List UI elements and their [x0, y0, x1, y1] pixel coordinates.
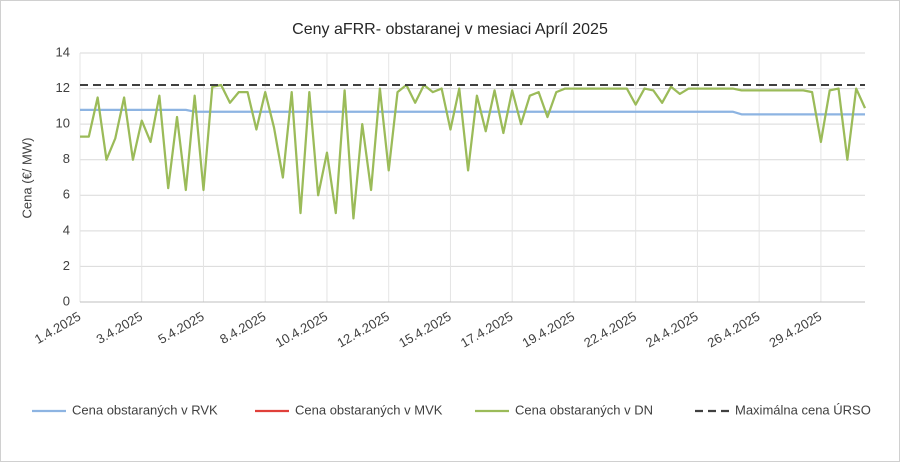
- legend-label: Cena obstaraných v DN: [515, 402, 653, 417]
- y-tick-label: 4: [63, 222, 70, 237]
- y-axis-label: Cena (€/ MW): [19, 138, 34, 219]
- series-line: [80, 83, 867, 220]
- legend-label: Maximálna cena ÚRSO: [735, 402, 871, 417]
- chart-title: Ceny aFRR- obstaranej v mesiaci Apríl 20…: [292, 21, 608, 38]
- y-tick-label: 6: [63, 187, 70, 202]
- y-tick-label: 0: [63, 293, 70, 308]
- legend-label: Cena obstaraných v MVK: [295, 402, 443, 417]
- y-tick-label: 14: [56, 44, 70, 59]
- legend-label: Cena obstaraných v RVK: [72, 402, 218, 417]
- y-tick-label: 10: [56, 116, 70, 131]
- y-tick-label: 2: [63, 258, 70, 273]
- y-tick-label: 8: [63, 151, 70, 166]
- y-tick-label: 12: [56, 80, 70, 95]
